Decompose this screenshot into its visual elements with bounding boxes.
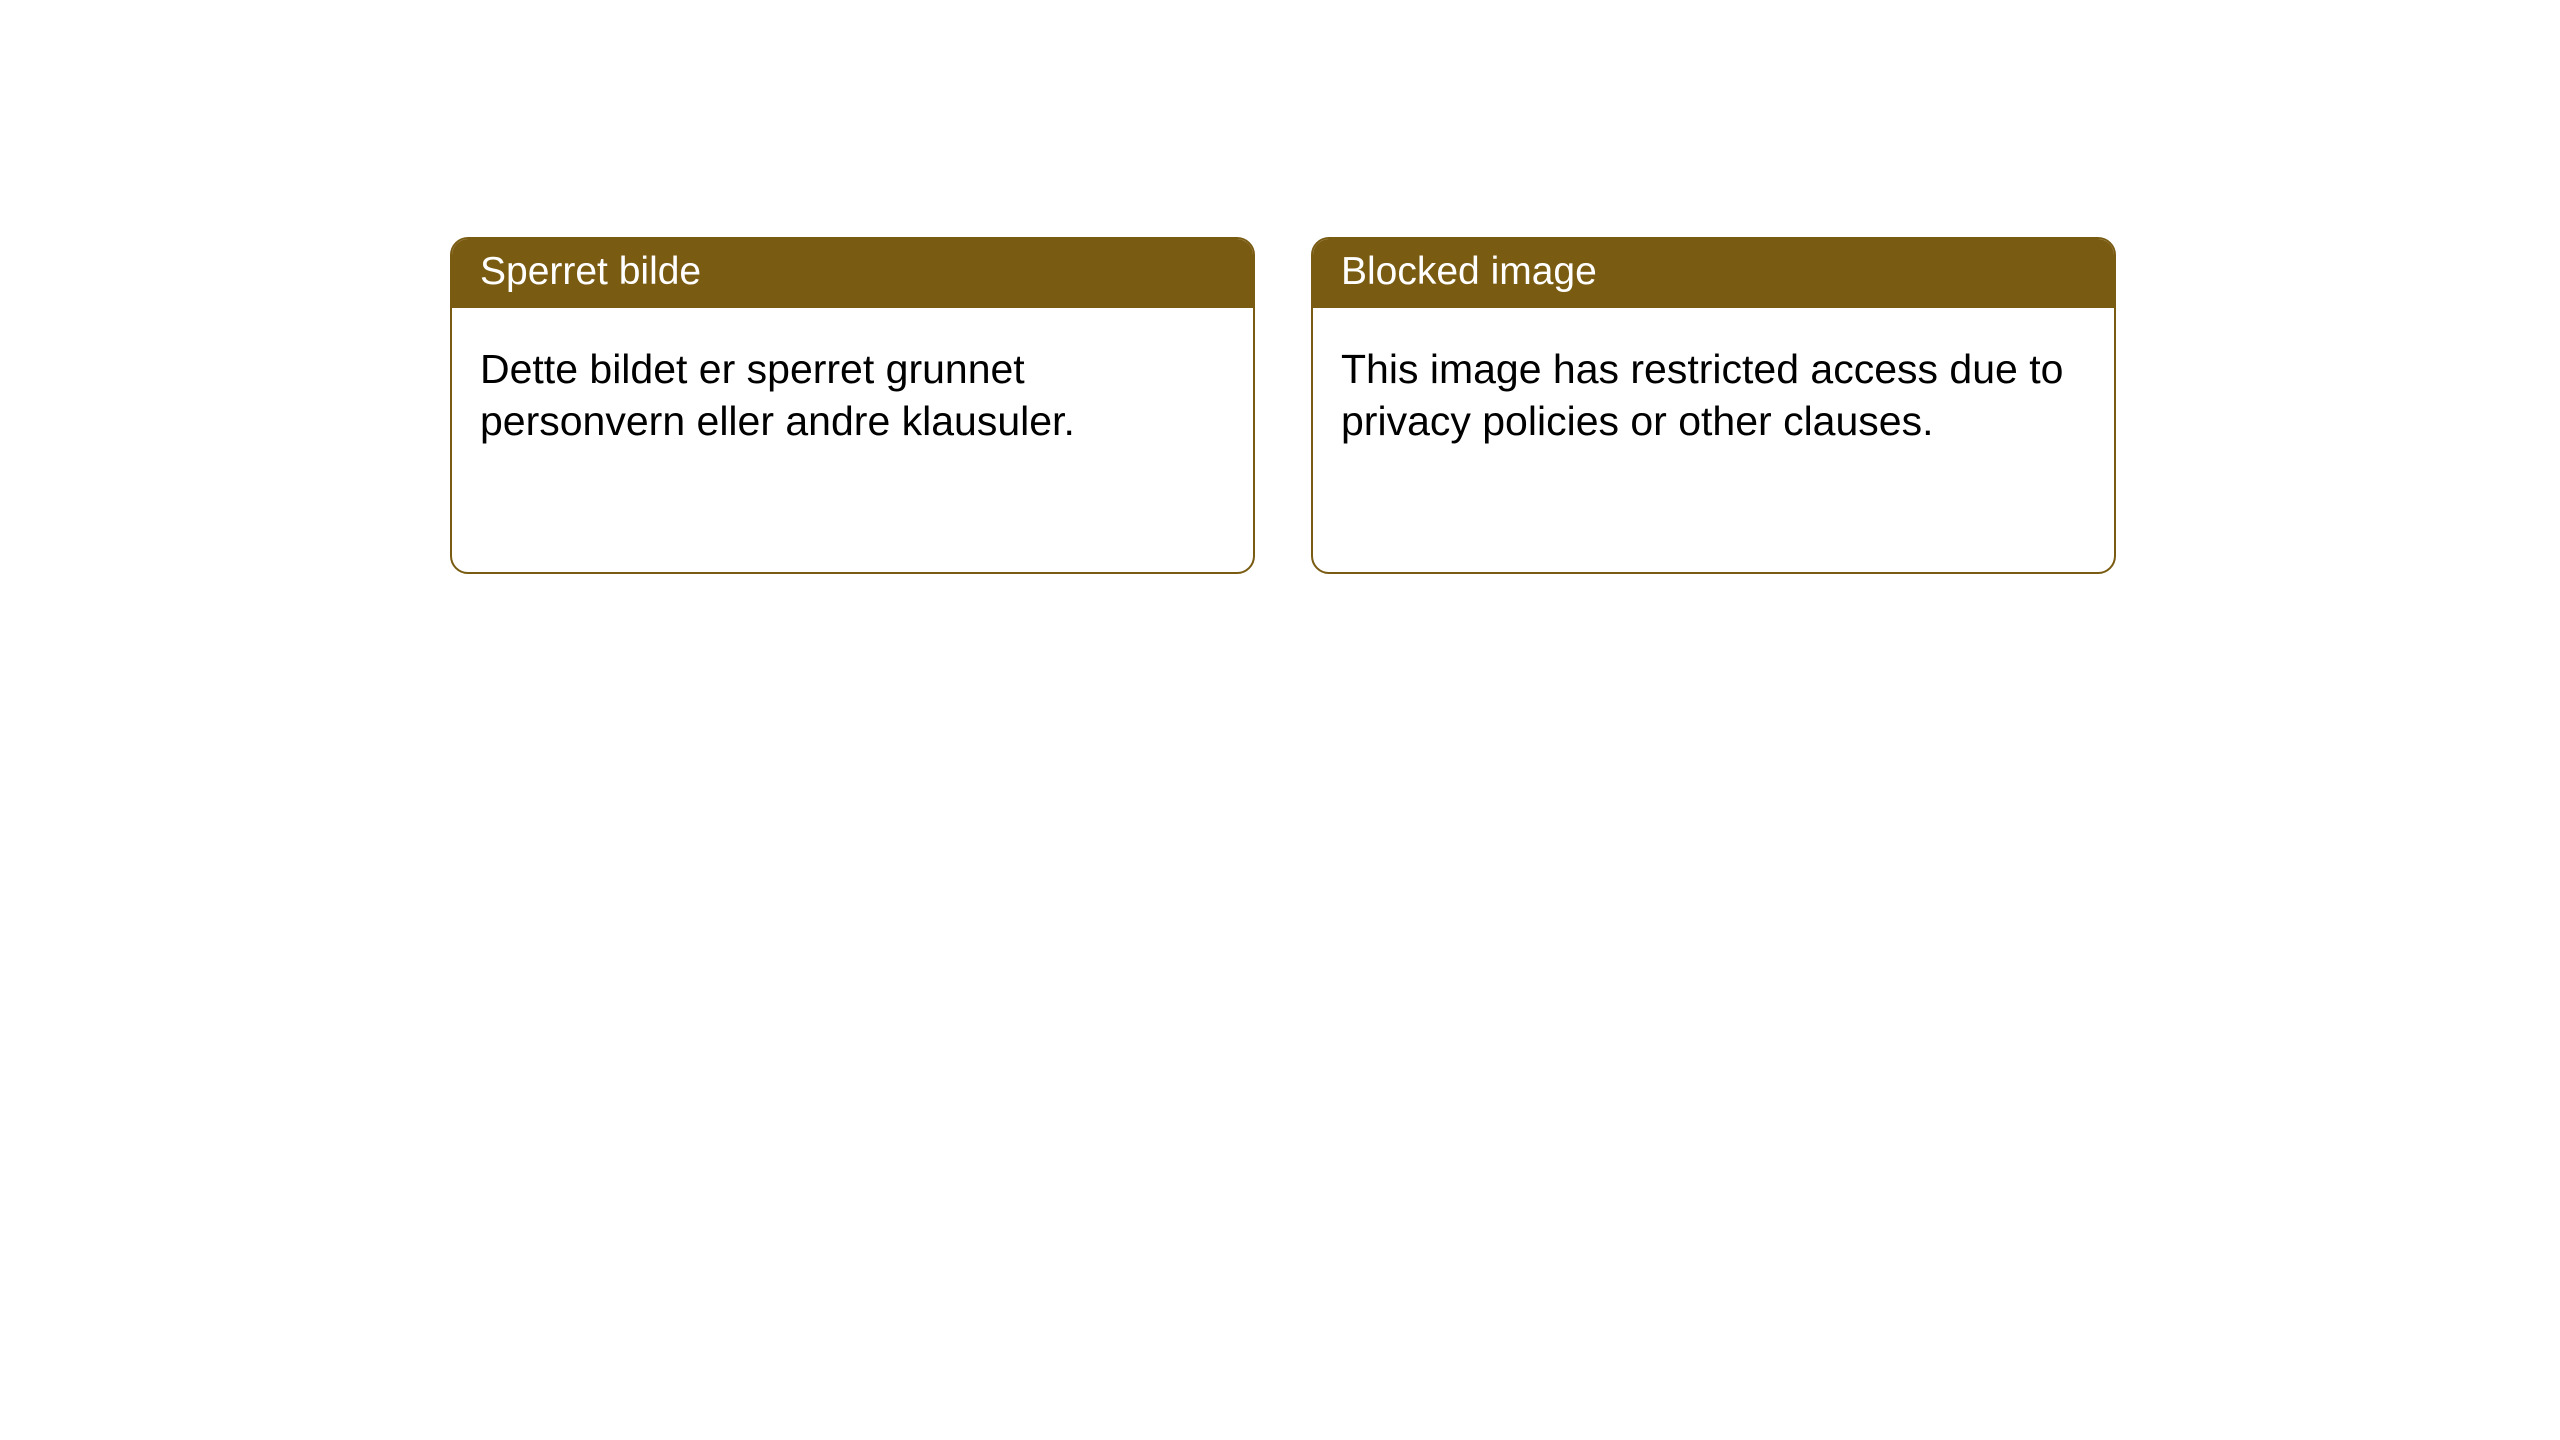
notice-header: Blocked image [1313,239,2114,308]
notice-header: Sperret bilde [452,239,1253,308]
notice-card-norwegian: Sperret bilde Dette bildet er sperret gr… [450,237,1255,574]
notice-card-english: Blocked image This image has restricted … [1311,237,2116,574]
notice-body: This image has restricted access due to … [1313,308,2114,483]
notice-container: Sperret bilde Dette bildet er sperret gr… [450,237,2116,574]
notice-body: Dette bildet er sperret grunnet personve… [452,308,1253,483]
